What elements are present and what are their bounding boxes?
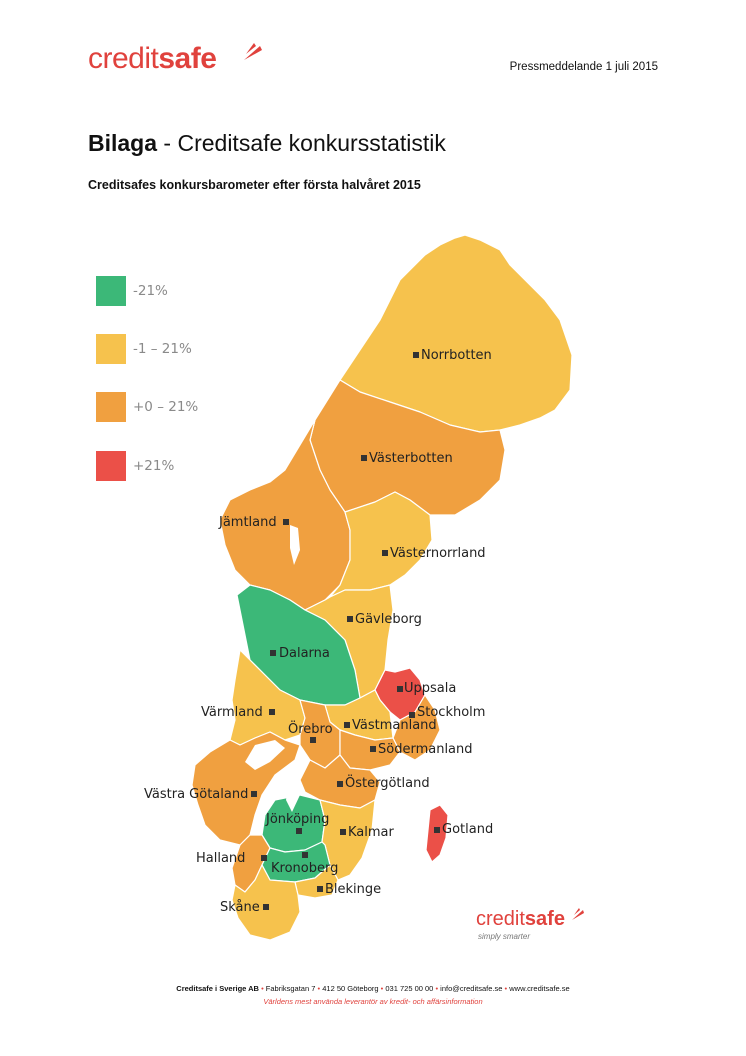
region-label-vasterbotten: Västerbotten (369, 451, 453, 466)
footer-tagline: Världens mest använda leverantör av kred… (263, 997, 483, 1006)
region-vasternorrland (329, 491, 433, 598)
region-label-halland: Halland (196, 851, 246, 866)
marker-icon (283, 519, 289, 525)
region-label-varmland: Värmland (201, 705, 263, 720)
footer-postal: 412 50 Göteborg (322, 984, 379, 993)
marker-icon (263, 904, 269, 910)
lake-vanern (245, 740, 285, 770)
legend-item-orange: +0 – 21% (96, 391, 198, 423)
logo-text-bold: safe (158, 42, 217, 75)
legend-swatch-yellow (96, 334, 126, 364)
region-label-gotland: Gotland (442, 822, 494, 837)
marker-icon (269, 709, 275, 715)
footer-web-link[interactable]: www.creditsafe.se (509, 984, 570, 993)
title-bold: Bilaga (88, 130, 158, 156)
marker-icon (296, 828, 302, 834)
footer-phone: 031 725 00 00 (385, 984, 434, 993)
marker-icon (317, 886, 323, 892)
region-label-skane: Skåne (220, 900, 260, 915)
region-label-kalmar: Kalmar (348, 825, 394, 840)
logo-text-regular: credit (88, 42, 159, 75)
marker-icon (409, 712, 415, 718)
region-label-kronoberg: Kronoberg (271, 861, 339, 876)
marker-icon (302, 852, 308, 858)
legend-label: -21% (133, 283, 168, 299)
page-subtitle: Creditsafes konkursbarometer efter först… (88, 178, 421, 192)
marker-icon (361, 455, 367, 461)
footer-email-link[interactable]: info@creditsafe.se (440, 984, 503, 993)
map-logo-tagline: simply smarter (478, 932, 531, 941)
marker-icon (251, 791, 257, 797)
legend-swatch-green (96, 276, 126, 306)
legend-label: -1 – 21% (133, 341, 192, 357)
marker-icon (397, 686, 403, 692)
marker-icon (344, 722, 350, 728)
legend-item-red: +21% (96, 450, 174, 482)
footer-contact: Creditsafe i Sverige AB • Fabriksgatan 7… (176, 984, 570, 993)
region-label-stockholm: Stockholm (417, 705, 486, 720)
region-gotland (425, 804, 449, 863)
map-logo-regular: credit (476, 908, 525, 930)
logo-swoosh-icon (244, 43, 262, 60)
legend-label: +0 – 21% (133, 399, 199, 415)
region-blekinge (294, 864, 339, 899)
region-label-uppsala: Uppsala (404, 681, 457, 696)
page-title: Bilaga - Creditsafe konkursstatistik (88, 130, 446, 157)
region-label-orebro: Örebro (288, 722, 333, 737)
marker-icon (337, 781, 343, 787)
region-label-sodermanland: Södermanland (378, 742, 473, 757)
region-label-jonkoping: Jönköping (266, 812, 330, 827)
press-release-date: Pressmeddelande 1 juli 2015 (509, 61, 658, 73)
region-skane (231, 864, 301, 941)
region-label-vastmanland: Västmanland (352, 718, 437, 733)
marker-icon (370, 746, 376, 752)
marker-icon (413, 352, 419, 358)
footer-address: Fabriksgatan 7 (265, 984, 316, 993)
title-rest: - Creditsafe konkursstatistik (157, 130, 446, 156)
region-label-gavleborg: Gävleborg (355, 612, 422, 627)
lake-storsjon (290, 525, 300, 565)
legend-item-yellow: -1 – 21% (96, 333, 192, 365)
creditsafe-logo: creditsafe (88, 42, 262, 76)
region-label-ostergotland: Östergötland (345, 776, 430, 791)
marker-icon (310, 737, 316, 743)
legend-swatch-orange (96, 392, 126, 422)
footer-company: Creditsafe i Sverige AB (176, 984, 259, 993)
region-label-dalarna: Dalarna (279, 646, 330, 661)
marker-icon (270, 650, 276, 656)
region-vastra-gotaland (191, 731, 301, 846)
map-creditsafe-logo: creditsafe (476, 908, 584, 931)
map-logo-swoosh-icon (572, 908, 584, 920)
region-label-blekinge: Blekinge (325, 882, 382, 897)
lake-vattern (286, 768, 300, 812)
region-label-vastra-gotaland: Västra Götaland (144, 787, 249, 802)
region-label-norrbotten: Norrbotten (421, 348, 492, 363)
marker-icon (347, 616, 353, 622)
marker-icon (261, 855, 267, 861)
legend-item-green: -21% (96, 275, 168, 307)
marker-icon (434, 827, 440, 833)
legend-label: +21% (133, 458, 175, 474)
region-label-vasternorrland: Västernorrland (390, 546, 486, 561)
region-label-jamtland: Jämtland (219, 515, 277, 530)
marker-icon (340, 829, 346, 835)
map-logo-bold: safe (524, 908, 565, 930)
legend-swatch-red (96, 451, 126, 481)
marker-icon (382, 550, 388, 556)
